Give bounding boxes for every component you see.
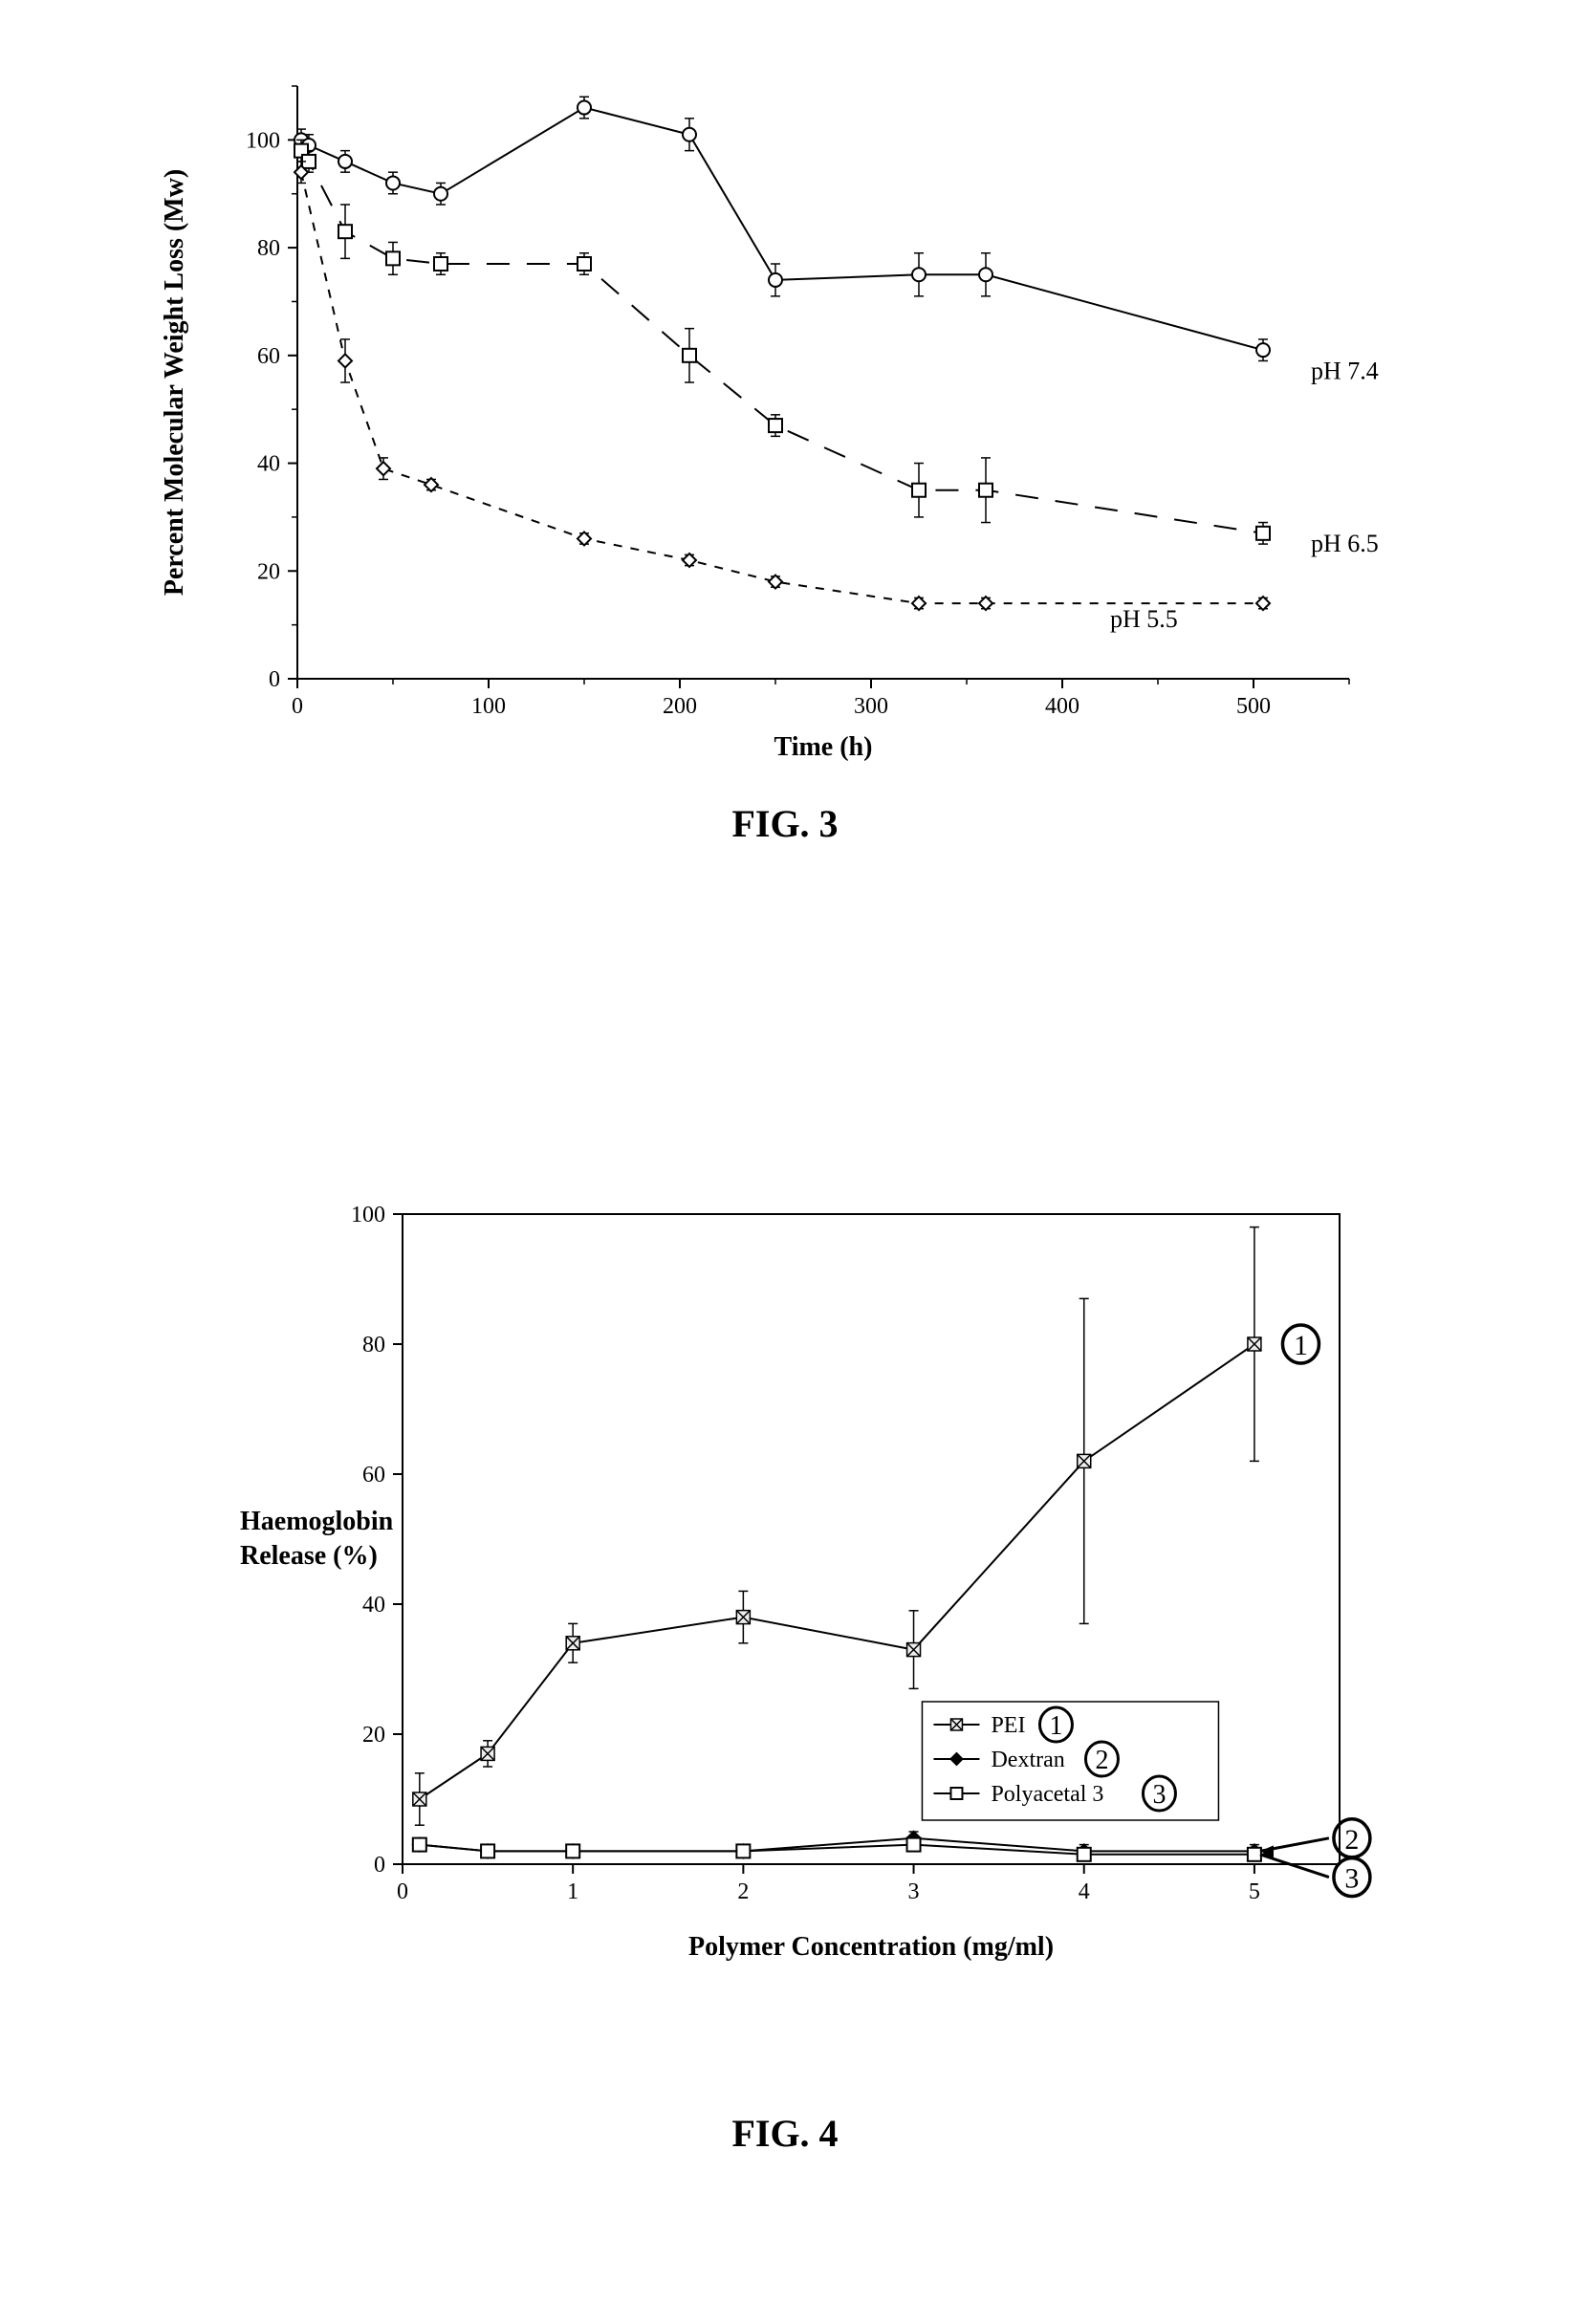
svg-text:1: 1 — [567, 1879, 578, 1904]
svg-text:0: 0 — [292, 694, 303, 719]
svg-text:80: 80 — [257, 236, 280, 261]
svg-text:Polymer Concentration (mg/ml): Polymer Concentration (mg/ml) — [688, 1932, 1054, 1962]
svg-text:Release (%): Release (%) — [240, 1541, 378, 1571]
fig3-caption: FIG. 3 — [116, 801, 1454, 846]
annot-2: 2 — [1260, 1819, 1370, 1857]
svg-text:PEI: PEI — [991, 1713, 1025, 1738]
fig3-block: 0 20 40 60 80 100 0 100 200 300 400 500 Time (h) Perc… — [116, 57, 1454, 846]
svg-text:Haemoglobin: Haemoglobin — [240, 1507, 394, 1536]
legend: PEI 1 Dextran 2 Polyacetal 3 3 — [922, 1702, 1218, 1820]
svg-text:100: 100 — [246, 128, 280, 153]
fig4-caption: FIG. 4 — [116, 2111, 1454, 2156]
fig4-block: 0 20 40 60 80 100 0 1 2 3 4 5 Polymer Concentration … — [116, 1176, 1454, 2156]
svg-text:0: 0 — [397, 1879, 408, 1904]
legend-annot-2: 2 — [1095, 1746, 1108, 1775]
svg-text:40: 40 — [362, 1593, 385, 1618]
svg-text:400: 400 — [1045, 694, 1079, 719]
svg-text:60: 60 — [362, 1463, 385, 1488]
svg-text:pH 7.4: pH 7.4 — [1311, 358, 1379, 385]
series-Polyacetal-3 — [413, 1838, 1261, 1861]
series-pH-7.4: pH 7.4 — [294, 97, 1379, 384]
svg-text:300: 300 — [854, 694, 888, 719]
svg-text:500: 500 — [1236, 694, 1271, 719]
series-pH-5.5: pH 5.5 — [294, 162, 1270, 633]
svg-text:Percent Molecular Weight Loss: Percent Molecular Weight Loss (Mw) — [160, 169, 189, 596]
svg-text:3: 3 — [1344, 1863, 1359, 1895]
svg-text:100: 100 — [471, 694, 506, 719]
svg-text:80: 80 — [362, 1333, 385, 1357]
svg-text:2: 2 — [737, 1879, 749, 1904]
legend-annot-1: 1 — [1049, 1711, 1062, 1741]
page: 0204060801000100200300400500Time (h)Perc… — [0, 0, 1570, 2324]
svg-text:Polyacetal 3: Polyacetal 3 — [991, 1782, 1103, 1807]
legend-annot-3: 3 — [1152, 1780, 1166, 1810]
svg-text:20: 20 — [257, 559, 280, 584]
svg-text:Dextran: Dextran — [991, 1748, 1064, 1772]
svg-text:4: 4 — [1079, 1879, 1090, 1904]
annot-1: 1 — [1282, 1325, 1319, 1363]
svg-text:100: 100 — [351, 1203, 385, 1227]
svg-text:0: 0 — [374, 1853, 385, 1878]
svg-text:pH 6.5: pH 6.5 — [1311, 530, 1379, 557]
svg-text:2: 2 — [1344, 1824, 1359, 1856]
svg-text:5: 5 — [1249, 1879, 1260, 1904]
svg-text:200: 200 — [663, 694, 697, 719]
svg-text:20: 20 — [362, 1723, 385, 1748]
svg-text:pH 5.5: pH 5.5 — [1110, 605, 1178, 633]
svg-text:60: 60 — [257, 344, 280, 369]
fig3-chart: 0 20 40 60 80 100 0 100 200 300 400 500 Time (h) Perc… — [116, 57, 1454, 784]
svg-text:0: 0 — [269, 667, 280, 692]
fig4-chart: 0 20 40 60 80 100 0 1 2 3 4 5 Polymer Concentration … — [116, 1176, 1454, 2094]
svg-text:3: 3 — [908, 1879, 920, 1904]
svg-text:40: 40 — [257, 452, 280, 477]
svg-text:Time (h): Time (h) — [774, 732, 873, 762]
svg-text:1: 1 — [1294, 1330, 1308, 1361]
